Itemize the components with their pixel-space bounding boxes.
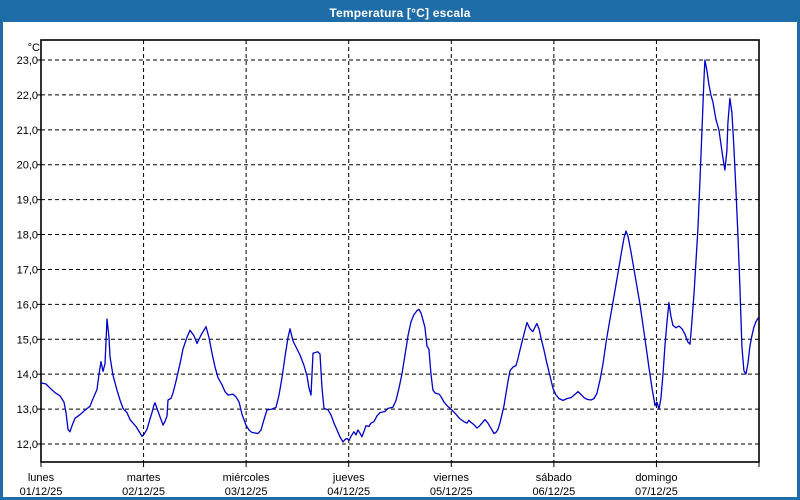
chart-container: 23,0 22,0 21,0 20,0 19,0 18,0 17,0 16,0 15,0 14,0… (3, 22, 797, 497)
y-tick-label: 15,0 (17, 334, 38, 346)
y-tick-label: 19,0 (17, 195, 38, 207)
y-tick-label: 18,0 (17, 230, 38, 242)
y-tick-label: 22,0 (17, 90, 38, 102)
y-tick-label: 13,0 (17, 404, 38, 416)
x-tick-label-day: viernes (434, 472, 470, 484)
temperature-line (40, 59, 760, 443)
temperature-chart: 23,0 22,0 21,0 20,0 19,0 18,0 17,0 16,0 15,0 14,0… (17, 39, 760, 497)
y-tick-label: 17,0 (17, 264, 38, 276)
x-tick-label-date: 01/12/25 (20, 486, 63, 497)
x-tick-label-date: 06/12/25 (532, 486, 575, 497)
x-tick-label-date: 03/12/25 (225, 486, 268, 497)
y-tick-label: 14,0 (17, 369, 38, 381)
x-tick-label-date: 04/12/25 (327, 486, 370, 497)
x-tick-label-date: 02/12/25 (122, 486, 165, 497)
y-tick-label: 23,0 (17, 55, 38, 67)
y-tick-label: 16,0 (17, 299, 38, 311)
x-tick-label-day: sábado (536, 472, 572, 484)
y-tick-label: 21,0 (17, 125, 38, 137)
x-tick-label-day: lunes (28, 472, 55, 484)
x-tick-label-date: 05/12/25 (430, 486, 473, 497)
x-tick-label-date: 07/12/25 (635, 486, 678, 497)
window-title: Temperatura [°C] escala (329, 5, 471, 20)
x-tick-label-day: jueves (332, 472, 365, 484)
x-tick-label-day: martes (127, 472, 161, 484)
y-tick-label: 20,0 (17, 160, 38, 172)
plot-border (40, 39, 760, 463)
x-tick-label-day: miércoles (223, 472, 271, 484)
y-tick-label: 12,0 (17, 439, 38, 451)
y-axis-unit-label: °C (28, 42, 40, 54)
window-titlebar: Temperatura [°C] escala (3, 3, 797, 22)
x-tick-label-day: domingo (635, 472, 677, 484)
